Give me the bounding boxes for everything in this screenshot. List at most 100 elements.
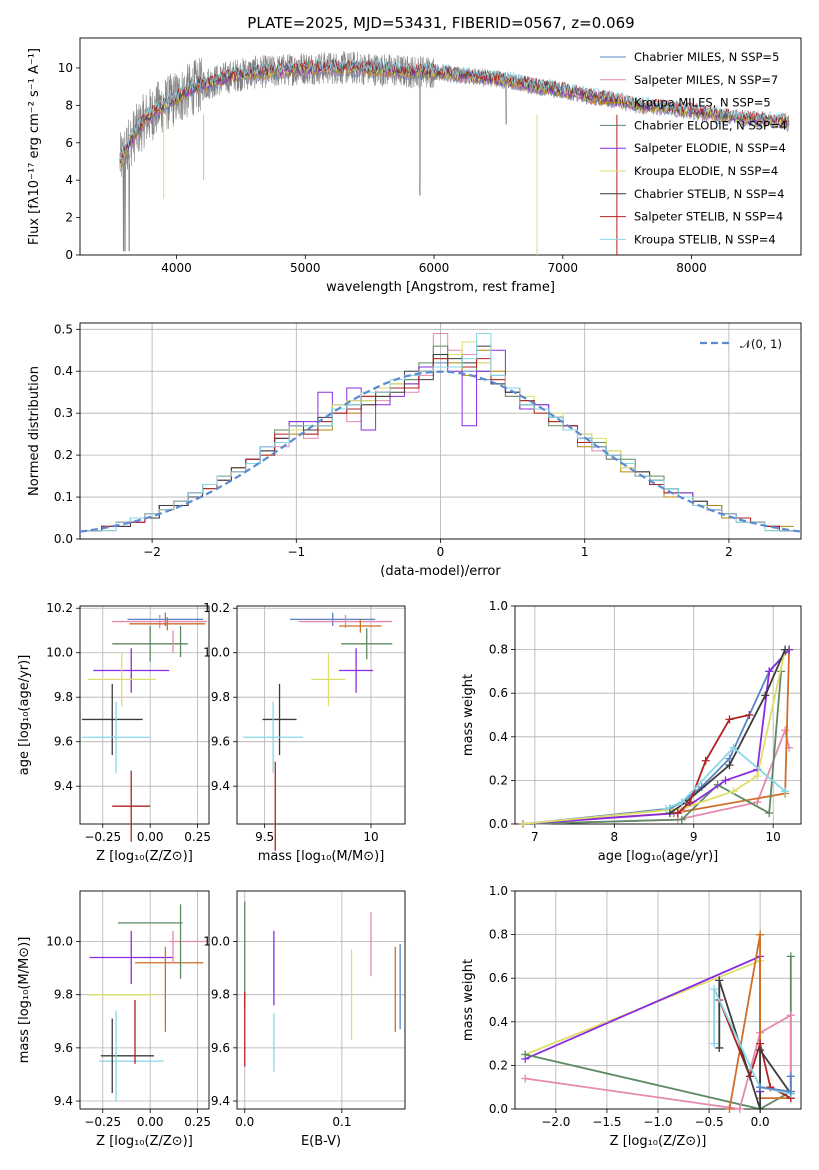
x-axis-label: (data-model)/error bbox=[380, 564, 501, 579]
weight-marker bbox=[725, 761, 734, 770]
x-tick-label: 0.00 bbox=[137, 830, 164, 844]
x-axis-label: E(B-V) bbox=[301, 1134, 341, 1149]
weight-series-line bbox=[759, 1076, 792, 1093]
x-tick-label: 0.00 bbox=[137, 1115, 164, 1129]
y-tick-label: 9.6 bbox=[211, 735, 230, 749]
weight-marker bbox=[685, 798, 694, 807]
y-tick-label: 0.0 bbox=[54, 532, 73, 546]
weight-marker bbox=[756, 1046, 765, 1055]
weight-marker bbox=[715, 976, 724, 985]
x-tick-label: −1 bbox=[287, 545, 305, 559]
x-tick-label: 8 bbox=[610, 830, 618, 844]
axes-frame bbox=[514, 605, 802, 825]
axes-frame bbox=[514, 890, 802, 1110]
x-axis-label: Z [log₁₀(Z/Z⊙)] bbox=[96, 1134, 193, 1149]
y-tick-label: 10.0 bbox=[46, 646, 73, 660]
x-tick-label: −0.5 bbox=[695, 1115, 724, 1129]
weight-marker bbox=[761, 691, 770, 700]
weight-marker bbox=[518, 820, 527, 828]
axes-frame bbox=[236, 890, 406, 1110]
y-tick-label: 9.4 bbox=[54, 1094, 73, 1108]
weight-marker bbox=[765, 667, 774, 676]
gaussian-reference-line bbox=[79, 370, 802, 533]
weight-marker bbox=[786, 952, 795, 961]
x-tick-label: −1.0 bbox=[643, 1115, 672, 1129]
weight-marker bbox=[521, 1050, 530, 1059]
spectrum-model-line bbox=[119, 57, 789, 161]
legend-label: Chabrier MILES, N SSP=5 bbox=[634, 50, 779, 64]
weight-marker bbox=[786, 1072, 795, 1081]
y-tick-label: 4 bbox=[65, 173, 73, 187]
y-tick-label: 0.3 bbox=[54, 406, 73, 420]
x-axis-label: wavelength [Angstrom, rest frame] bbox=[326, 280, 555, 295]
y-tick-label: 9.6 bbox=[54, 735, 73, 749]
weight-marker bbox=[753, 798, 762, 807]
x-axis-label: mass [log₁₀(M/M⊙)] bbox=[258, 849, 385, 864]
y-tick-label: 0.2 bbox=[489, 773, 508, 787]
weight-marker bbox=[729, 787, 738, 796]
y-tick-label: 9.8 bbox=[211, 988, 230, 1002]
x-axis-label: Z [log₁₀(Z/Z⊙)] bbox=[610, 1134, 707, 1149]
y-tick-label: 1.0 bbox=[489, 599, 508, 613]
legend-label: Salpeter STELIB, N SSP=4 bbox=[634, 210, 783, 224]
weight-marker bbox=[701, 756, 710, 765]
y-tick-label: 10 bbox=[58, 61, 73, 75]
legend-label: Chabrier STELIB, N SSP=4 bbox=[634, 187, 784, 201]
weight-series-line bbox=[665, 746, 786, 810]
y-tick-label: 9.8 bbox=[54, 690, 73, 704]
weight-marker bbox=[756, 1083, 765, 1092]
y-axis-label: Normed distribution bbox=[27, 366, 42, 496]
weight-marker bbox=[781, 726, 790, 735]
weight-marker bbox=[765, 809, 774, 818]
weight-marker bbox=[710, 1039, 719, 1048]
weight-marker bbox=[661, 804, 670, 813]
y-tick-label: 0.8 bbox=[489, 928, 508, 942]
x-axis-label: age [log₁₀(age/yr)] bbox=[598, 849, 719, 864]
y-tick-label: 10.2 bbox=[46, 601, 73, 615]
weight-series-line bbox=[524, 955, 761, 1092]
y-tick-label: 2 bbox=[65, 211, 73, 225]
weight-marker bbox=[673, 809, 682, 818]
weight-marker bbox=[756, 1105, 765, 1113]
legend-label: Chabrier ELODIE, N SSP=4 bbox=[634, 118, 787, 132]
y-tick-label: 9.4 bbox=[54, 779, 73, 793]
y-axis-label: mass weight bbox=[461, 674, 476, 756]
x-tick-label: 10 bbox=[363, 830, 378, 844]
x-tick-label: 0.0 bbox=[235, 1115, 254, 1129]
legend-label: Kroupa STELIB, N SSP=4 bbox=[634, 232, 776, 246]
y-tick-label: 0.1 bbox=[54, 490, 73, 504]
weight-marker bbox=[715, 1043, 724, 1052]
y-tick-label: 0 bbox=[65, 248, 73, 262]
y-tick-label: 0.0 bbox=[489, 1102, 508, 1116]
weight-marker bbox=[735, 1105, 744, 1113]
legend-label: Kroupa MILES, N SSP=5 bbox=[634, 96, 771, 110]
weight-marker bbox=[729, 743, 738, 752]
x-tick-label: 0.25 bbox=[184, 830, 211, 844]
y-tick-label: 10.0 bbox=[203, 935, 230, 949]
x-tick-label: 7000 bbox=[548, 261, 579, 275]
y-tick-label: 0.8 bbox=[489, 643, 508, 657]
weight-marker bbox=[665, 809, 674, 818]
weight-marker bbox=[781, 645, 790, 654]
y-tick-label: 0.4 bbox=[489, 1015, 508, 1029]
y-axis-label: Flux [fλ10⁻¹⁷ erg cm⁻² s⁻¹ A⁻¹] bbox=[27, 48, 42, 245]
weight-marker bbox=[710, 985, 719, 994]
y-tick-label: 6 bbox=[65, 136, 73, 150]
x-tick-label: 1 bbox=[581, 545, 589, 559]
y-axis-label: mass [log₁₀(M/M⊙)] bbox=[17, 937, 32, 1064]
axes-frame bbox=[236, 605, 406, 825]
weight-marker bbox=[677, 798, 686, 807]
x-tick-label: 8000 bbox=[676, 261, 707, 275]
axes-frame bbox=[79, 605, 210, 825]
x-tick-label: 6000 bbox=[419, 261, 450, 275]
y-tick-label: 0.4 bbox=[489, 730, 508, 744]
x-tick-label: −2 bbox=[143, 545, 161, 559]
y-tick-label: 9.4 bbox=[211, 779, 230, 793]
y-tick-label: 9.6 bbox=[211, 1041, 230, 1055]
y-tick-label: 0.2 bbox=[489, 1058, 508, 1072]
y-tick-label: 0.2 bbox=[54, 448, 73, 462]
legend-label: Salpeter ELODIE, N SSP=4 bbox=[634, 141, 786, 155]
weight-marker bbox=[786, 1011, 795, 1020]
weight-marker bbox=[745, 711, 754, 719]
